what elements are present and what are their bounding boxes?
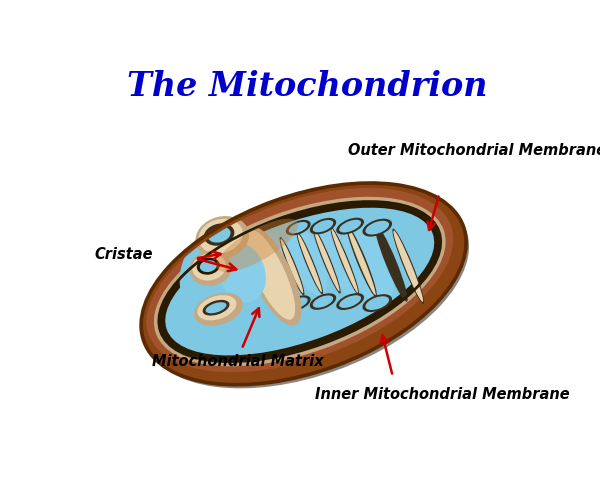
Ellipse shape	[392, 229, 424, 304]
Ellipse shape	[339, 220, 361, 233]
Ellipse shape	[289, 223, 308, 234]
Ellipse shape	[331, 227, 359, 296]
Ellipse shape	[348, 228, 376, 296]
Ellipse shape	[362, 219, 392, 237]
Ellipse shape	[145, 188, 469, 389]
Ellipse shape	[217, 243, 266, 303]
Ellipse shape	[365, 297, 389, 311]
Ellipse shape	[199, 219, 243, 254]
Text: Mitochondrial Matrix: Mitochondrial Matrix	[152, 354, 324, 369]
Ellipse shape	[339, 296, 361, 308]
Ellipse shape	[331, 229, 358, 293]
Ellipse shape	[203, 300, 229, 316]
Ellipse shape	[310, 294, 336, 310]
Ellipse shape	[196, 216, 249, 260]
Ellipse shape	[286, 220, 311, 236]
Ellipse shape	[259, 233, 295, 297]
Ellipse shape	[365, 221, 389, 235]
Ellipse shape	[165, 208, 434, 356]
Ellipse shape	[394, 231, 423, 302]
Ellipse shape	[154, 197, 446, 367]
Ellipse shape	[216, 219, 298, 273]
Ellipse shape	[298, 234, 322, 293]
Ellipse shape	[142, 185, 465, 384]
Text: The Mitochondrion: The Mitochondrion	[127, 71, 488, 103]
Ellipse shape	[345, 223, 394, 304]
Ellipse shape	[190, 252, 232, 287]
Ellipse shape	[313, 296, 333, 308]
Ellipse shape	[160, 203, 440, 361]
Ellipse shape	[192, 254, 226, 281]
Ellipse shape	[310, 218, 336, 235]
Ellipse shape	[244, 227, 302, 326]
Ellipse shape	[313, 228, 341, 294]
Ellipse shape	[206, 302, 226, 313]
Ellipse shape	[347, 227, 377, 298]
Ellipse shape	[296, 232, 323, 295]
Ellipse shape	[336, 294, 364, 311]
Ellipse shape	[375, 225, 407, 302]
Text: Outer Mitochondrial Membrane: Outer Mitochondrial Membrane	[348, 143, 600, 157]
Ellipse shape	[179, 227, 288, 334]
Ellipse shape	[289, 298, 308, 309]
Ellipse shape	[208, 227, 230, 243]
Text: Cristae: Cristae	[94, 246, 153, 261]
Ellipse shape	[197, 296, 236, 321]
Text: Inner Mitochondrial Membrane: Inner Mitochondrial Membrane	[315, 387, 570, 402]
Ellipse shape	[200, 261, 217, 273]
Ellipse shape	[287, 227, 328, 296]
Ellipse shape	[317, 223, 360, 295]
Ellipse shape	[245, 230, 295, 320]
Ellipse shape	[336, 218, 364, 235]
Ellipse shape	[197, 258, 220, 275]
Ellipse shape	[313, 220, 333, 233]
Ellipse shape	[204, 224, 235, 246]
Ellipse shape	[281, 240, 304, 294]
Ellipse shape	[286, 296, 311, 311]
Ellipse shape	[146, 189, 453, 372]
Ellipse shape	[362, 295, 392, 312]
Ellipse shape	[314, 230, 340, 292]
Ellipse shape	[145, 187, 463, 382]
Ellipse shape	[280, 237, 304, 296]
Ellipse shape	[194, 293, 243, 326]
